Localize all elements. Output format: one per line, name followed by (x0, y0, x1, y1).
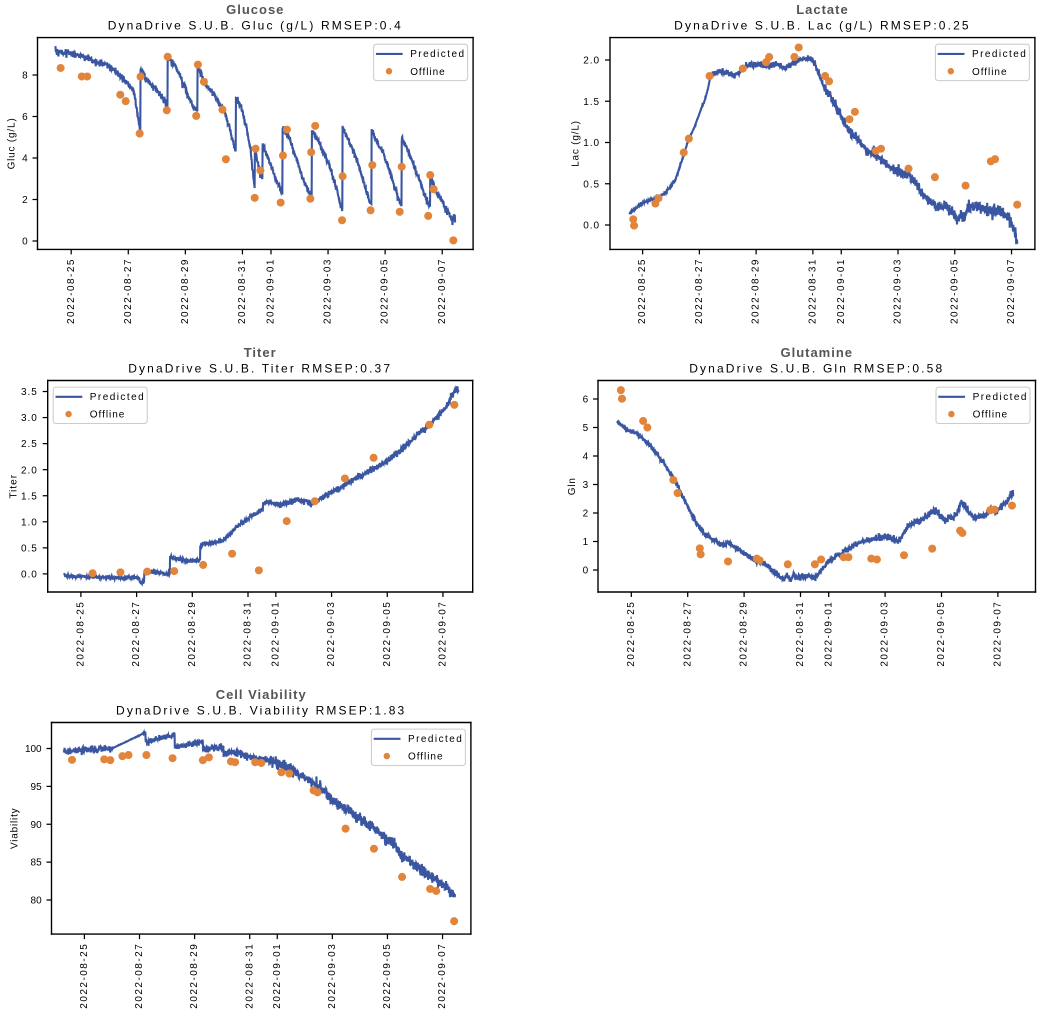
svg-text:2: 2 (22, 195, 28, 206)
svg-text:DynaDrive S.U.B. Gluc (g/L) RM: DynaDrive S.U.B. Gluc (g/L) RMSEP:0.4 (108, 19, 403, 33)
svg-text:DynaDrive S.U.B. Viability RMS: DynaDrive S.U.B. Viability RMSEP:1.83 (116, 704, 406, 718)
svg-text:0: 0 (583, 566, 589, 577)
svg-text:1: 1 (583, 537, 589, 548)
svg-text:2022-09-05: 2022-09-05 (936, 601, 947, 667)
svg-text:2022-08-31: 2022-08-31 (244, 943, 255, 1009)
svg-text:3.0: 3.0 (21, 413, 38, 424)
svg-text:2022-09-01: 2022-09-01 (266, 258, 277, 324)
svg-text:2022-08-29: 2022-08-29 (739, 601, 750, 667)
svg-text:Predicted: Predicted (90, 392, 145, 403)
svg-text:2022-08-29: 2022-08-29 (751, 258, 762, 324)
svg-text:2022-09-05: 2022-09-05 (380, 258, 391, 324)
svg-text:2.5: 2.5 (21, 439, 38, 450)
svg-text:Offline: Offline (410, 67, 445, 78)
svg-text:95: 95 (31, 782, 43, 793)
svg-text:2022-09-07: 2022-09-07 (437, 258, 448, 324)
svg-text:2022-09-01: 2022-09-01 (270, 601, 281, 667)
svg-text:Predicted: Predicted (410, 49, 465, 60)
svg-text:6: 6 (583, 395, 589, 406)
svg-text:Predicted: Predicted (973, 392, 1028, 403)
svg-text:2022-09-03: 2022-09-03 (893, 258, 904, 324)
svg-text:Gluc (g/L): Gluc (g/L) (6, 118, 17, 170)
svg-text:2022-08-25: 2022-08-25 (79, 943, 90, 1009)
svg-text:2022-08-27: 2022-08-27 (694, 258, 705, 324)
svg-text:2022-08-27: 2022-08-27 (682, 601, 693, 667)
svg-text:2022-09-01: 2022-09-01 (836, 258, 847, 324)
svg-text:4: 4 (583, 452, 589, 463)
svg-text:Titer: Titer (244, 345, 277, 360)
svg-text:Viability: Viability (9, 808, 20, 849)
svg-text:100: 100 (25, 744, 42, 755)
svg-text:2022-08-25: 2022-08-25 (75, 601, 86, 667)
svg-text:Glutamine: Glutamine (780, 345, 853, 360)
svg-text:Offline: Offline (973, 410, 1008, 421)
svg-text:2022-08-25: 2022-08-25 (637, 258, 648, 324)
svg-text:Offline: Offline (408, 752, 443, 763)
svg-text:Glucose: Glucose (226, 2, 284, 17)
svg-text:Lactate: Lactate (796, 2, 848, 17)
svg-text:6: 6 (22, 112, 28, 123)
svg-text:Gln: Gln (567, 477, 578, 495)
svg-text:0: 0 (22, 237, 28, 248)
svg-text:1.5: 1.5 (583, 97, 600, 108)
svg-text:5: 5 (583, 423, 589, 434)
svg-text:2022-08-31: 2022-08-31 (807, 258, 818, 324)
svg-text:2022-08-27: 2022-08-27 (131, 601, 142, 667)
svg-text:Offline: Offline (90, 410, 125, 421)
svg-text:90: 90 (31, 820, 43, 831)
svg-text:4: 4 (22, 154, 28, 165)
svg-text:2022-09-05: 2022-09-05 (382, 601, 393, 667)
svg-text:2: 2 (583, 509, 589, 520)
svg-text:2022-09-07: 2022-09-07 (1006, 258, 1017, 324)
svg-text:DynaDrive S.U.B. Lac (g/L) RMS: DynaDrive S.U.B. Lac (g/L) RMSEP:0.25 (674, 19, 971, 33)
svg-text:80: 80 (31, 896, 43, 907)
svg-text:2022-09-05: 2022-09-05 (382, 943, 393, 1009)
svg-text:0.5: 0.5 (583, 179, 600, 190)
svg-text:2022-08-31: 2022-08-31 (795, 601, 806, 667)
svg-text:2022-08-29: 2022-08-29 (180, 258, 191, 324)
svg-text:0.5: 0.5 (21, 543, 38, 554)
svg-text:2022-08-25: 2022-08-25 (626, 601, 637, 667)
svg-text:2.0: 2.0 (583, 56, 600, 67)
svg-text:2022-09-03: 2022-09-03 (326, 601, 337, 667)
svg-text:3.5: 3.5 (21, 387, 38, 398)
svg-text:2022-08-27: 2022-08-27 (123, 258, 134, 324)
svg-text:Titer: Titer (8, 474, 19, 499)
svg-text:2.0: 2.0 (21, 465, 38, 476)
svg-text:2022-08-29: 2022-08-29 (189, 943, 200, 1009)
svg-text:8: 8 (22, 71, 28, 82)
svg-text:3: 3 (583, 480, 589, 491)
svg-text:0.0: 0.0 (583, 221, 600, 232)
svg-text:Offline: Offline (972, 67, 1007, 78)
svg-text:2022-09-07: 2022-09-07 (438, 601, 449, 667)
svg-text:DynaDrive S.U.B. Titer RMSEP:0: DynaDrive S.U.B. Titer RMSEP:0.37 (128, 362, 392, 376)
svg-text:Lac (g/L): Lac (g/L) (571, 120, 582, 167)
svg-text:2022-08-31: 2022-08-31 (243, 601, 254, 667)
svg-text:Cell Viability: Cell Viability (216, 687, 307, 702)
svg-text:2022-09-01: 2022-09-01 (823, 601, 834, 667)
svg-text:2022-08-25: 2022-08-25 (66, 258, 77, 324)
svg-text:Predicted: Predicted (408, 734, 463, 745)
svg-text:Predicted: Predicted (972, 49, 1027, 60)
svg-text:2022-08-29: 2022-08-29 (187, 601, 198, 667)
svg-text:1.0: 1.0 (583, 138, 600, 149)
svg-text:0.0: 0.0 (21, 570, 38, 581)
svg-text:2022-09-07: 2022-09-07 (992, 601, 1003, 667)
svg-text:1.5: 1.5 (21, 491, 38, 502)
svg-text:1.0: 1.0 (21, 517, 38, 528)
svg-text:2022-09-05: 2022-09-05 (949, 258, 960, 324)
svg-text:2022-09-03: 2022-09-03 (327, 943, 338, 1009)
svg-text:2022-09-03: 2022-09-03 (880, 601, 891, 667)
svg-text:DynaDrive S.U.B. Gln RMSEP:0.5: DynaDrive S.U.B. Gln RMSEP:0.58 (689, 362, 944, 376)
svg-text:2022-08-31: 2022-08-31 (237, 258, 248, 324)
svg-text:2022-09-07: 2022-09-07 (437, 943, 448, 1009)
svg-text:2022-08-27: 2022-08-27 (134, 943, 145, 1009)
svg-text:2022-09-03: 2022-09-03 (323, 258, 334, 324)
svg-text:85: 85 (31, 858, 43, 869)
svg-text:2022-09-01: 2022-09-01 (272, 943, 283, 1009)
